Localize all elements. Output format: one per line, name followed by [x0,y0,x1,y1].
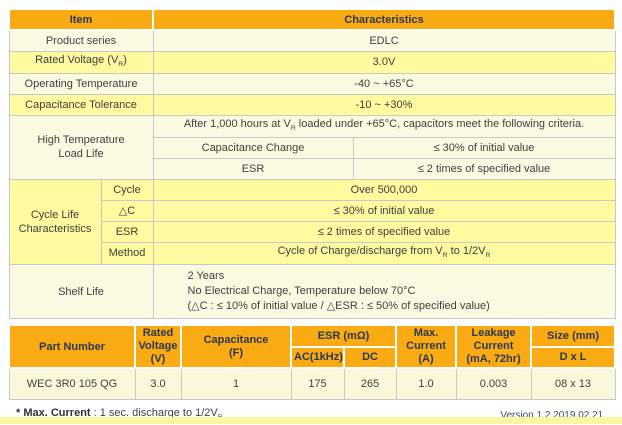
spec-label: Operating Temperature [8,72,154,95]
part-data-row: WEC 3R0 105 QG 3.0 1 175 265 1.0 0.003 0… [8,367,616,400]
sub-label: ESR [100,220,154,243]
shelf-life-line-2: No Electrical Charge, Temperature below … [187,285,416,298]
sub-value: Cycle of Charge/discharge from VR to 1/2… [152,241,616,266]
shelf-life-line-3: (△C : ≤ 10% of initial value / △ESR : ≤ … [187,300,490,313]
spec-row-operating-temperature: Operating Temperature -40 ~ +65°C [8,72,616,95]
spec-table: Item Characteristics Product series EDLC… [8,8,616,320]
spec-header-characteristics: Characteristics [152,8,616,31]
spec-row-delta-c: △C ≤ 30% of initial value [9,199,616,222]
spec-label: Capacitance Tolerance [8,93,154,116]
shelf-life-label: Shelf Life [8,264,154,320]
col-header-esr: ESR (mΩ) [289,324,398,348]
high-temp-criteria-text: After 1,000 hours at VR loaded under +65… [152,114,616,138]
col-header-size: Size (mm) [530,324,617,348]
spec-header-item: Item [8,8,154,31]
spec-row-method: Method Cycle of Charge/discharge from VR… [9,241,616,266]
spec-label: Product series [8,29,154,52]
col-header-max-current: Max. Current (A) [395,324,458,370]
sub-value: ≤ 30% of initial value [152,199,616,222]
version-text: Version 1.2 2019.02.21. [500,409,606,421]
spec-label: Rated Voltage (VR) [8,50,154,74]
sub-label: Cycle [100,178,154,201]
spec-row-product-series: Product series EDLC [8,29,616,52]
max-current-note-label: * Max. Current [16,406,91,419]
spec-value: 3.0V [152,50,616,74]
high-temp-load-life-label: High Temperature Load Life [8,114,154,180]
cell-part-number: WEC 3R0 105 QG [8,367,136,400]
sub-value: ≤ 30% of initial value [352,136,616,159]
col-header-leakage-current: Leakage Current (mA, 72hr) [455,324,533,370]
cell-size: 08 x 13 [530,367,616,400]
bottom-accent-bar [0,417,622,424]
spec-value: -40 ~ +65°C [152,72,616,95]
part-table: Part Number Rated Voltage (V) Capacitanc… [8,324,617,400]
spec-row-cycle: Cycle Life Characteristics Cycle Over 500… [8,178,616,266]
col-header-esr-ac: AC(1kHz) [290,345,345,370]
cell-leakage-current: 0.003 [455,367,532,400]
spec-row-rated-voltage: Rated Voltage (VR) 3.0V [8,50,616,74]
sub-label: Capacitance Change [152,136,354,159]
spec-row-shelf-life: Shelf Life 2 Years No Electrical Charge,… [8,264,616,320]
col-header-size-dxl: D x L [530,345,617,370]
col-header-rated-voltage: Rated Voltage (V) [134,324,182,370]
cell-capacitance: 1 [180,367,292,400]
part-header-row-2: AC(1kHz) DC D x L [9,345,617,370]
spec-value: -10 ~ +30% [152,93,616,116]
cell-max-current: 1.0 [395,367,457,400]
cell-esr-ac: 175 [290,367,345,400]
spec-row-high-temp-cap-change: Capacitance Change ≤ 30% of initial valu… [9,136,616,159]
spec-row-high-temp-esr: ESR ≤ 2 times of specified value [9,157,616,180]
spec-header-row: Item Characteristics [8,8,616,31]
spec-row-capacitance-tolerance: Capacitance Tolerance -10 ~ +30% [8,93,616,116]
cell-esr-dc: 265 [343,367,397,400]
sub-value: Over 500,000 [152,178,616,201]
shelf-life-line-1: 2 Years [187,270,225,283]
sub-label: Method [100,241,154,266]
col-header-esr-dc: DC [342,345,398,370]
shelf-life-value: 2 Years No Electrical Charge, Temperatur… [152,264,616,320]
spec-row-high-temp-criteria: High Temperature Load Life After 1,000 ho… [8,114,616,180]
sub-label: △C [100,199,154,222]
cycle-life-label: Cycle Life Characteristics [8,178,102,266]
sub-label: ESR [152,157,354,180]
col-header-part-number: Part Number [8,324,136,370]
sub-value: ≤ 2 times of specified value [352,157,616,180]
sub-value: ≤ 2 times of specified value [152,220,616,243]
cell-rated-voltage: 3.0 [134,367,182,400]
col-header-capacitance: Capacitance (F) [180,324,292,370]
part-header-row-1: Part Number Rated Voltage (V) Capacitanc… [8,324,617,370]
spec-value: EDLC [152,29,616,52]
